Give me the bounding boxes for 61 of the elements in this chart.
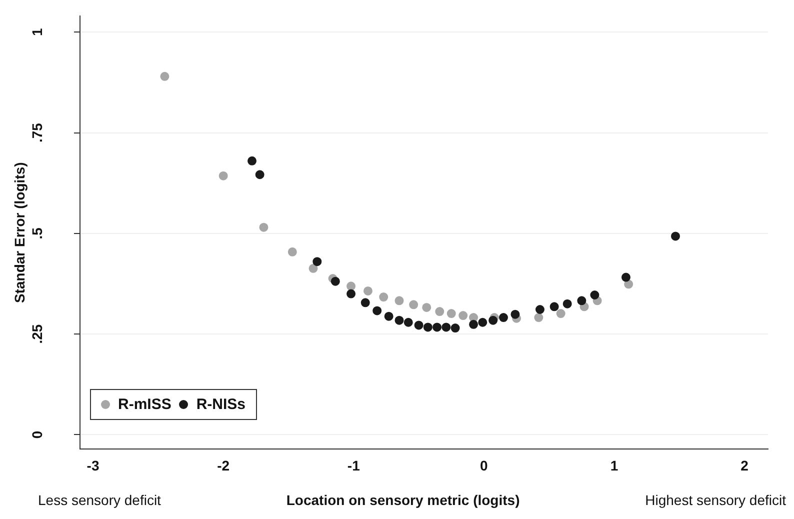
y-tick-label: 1 bbox=[28, 28, 45, 36]
x-axis-title: Location on sensory metric (logits) bbox=[286, 492, 520, 508]
point bbox=[346, 289, 356, 298]
point bbox=[394, 316, 404, 325]
point bbox=[218, 171, 228, 180]
point bbox=[488, 316, 498, 325]
point bbox=[432, 322, 442, 332]
point bbox=[624, 280, 634, 289]
point bbox=[435, 307, 444, 316]
point bbox=[259, 222, 268, 232]
point bbox=[556, 309, 566, 318]
point bbox=[450, 324, 460, 333]
point bbox=[248, 156, 256, 166]
point bbox=[535, 304, 544, 314]
y-tick-label: .25 bbox=[28, 324, 45, 344]
point bbox=[255, 170, 264, 180]
point bbox=[360, 298, 370, 308]
point bbox=[414, 320, 424, 330]
point bbox=[308, 264, 318, 273]
point bbox=[562, 299, 572, 308]
y-tick-label: .5 bbox=[28, 227, 45, 240]
point bbox=[394, 296, 404, 306]
point bbox=[363, 286, 372, 296]
point bbox=[442, 322, 451, 332]
point bbox=[550, 302, 559, 312]
point bbox=[621, 272, 630, 282]
point bbox=[160, 72, 170, 81]
x-tick-label: -2 bbox=[217, 457, 230, 474]
point bbox=[534, 313, 544, 322]
point bbox=[478, 318, 488, 327]
y-tick-label: .75 bbox=[28, 122, 45, 142]
y-tick-label: 0 bbox=[28, 430, 45, 439]
point bbox=[330, 276, 340, 286]
point bbox=[384, 312, 394, 321]
point bbox=[372, 306, 382, 316]
text: Highest sensory deficit bbox=[645, 492, 786, 508]
point bbox=[346, 282, 356, 291]
x-tick-label: 2 bbox=[740, 457, 749, 474]
point bbox=[590, 290, 600, 300]
text: Less sensory deficit bbox=[38, 492, 161, 508]
point bbox=[510, 310, 520, 319]
point bbox=[404, 318, 413, 327]
x-tick-label: 1 bbox=[610, 457, 618, 474]
point bbox=[498, 313, 508, 322]
point bbox=[288, 247, 297, 256]
x-tick-label: -3 bbox=[86, 457, 100, 474]
x-tick-label: -1 bbox=[347, 457, 360, 474]
point bbox=[670, 232, 680, 241]
legend-label: R-NISs bbox=[196, 396, 246, 413]
point bbox=[409, 300, 418, 310]
point bbox=[446, 309, 456, 318]
point bbox=[458, 311, 468, 320]
point bbox=[423, 322, 432, 332]
y-axis-title: Standar Error (logits) bbox=[11, 162, 28, 303]
x-tick-label: 0 bbox=[480, 457, 488, 474]
point bbox=[379, 292, 388, 302]
point bbox=[422, 302, 432, 312]
legend-label: R-mISS bbox=[118, 396, 172, 413]
point bbox=[577, 296, 586, 306]
point bbox=[312, 257, 322, 266]
point bbox=[469, 320, 478, 329]
